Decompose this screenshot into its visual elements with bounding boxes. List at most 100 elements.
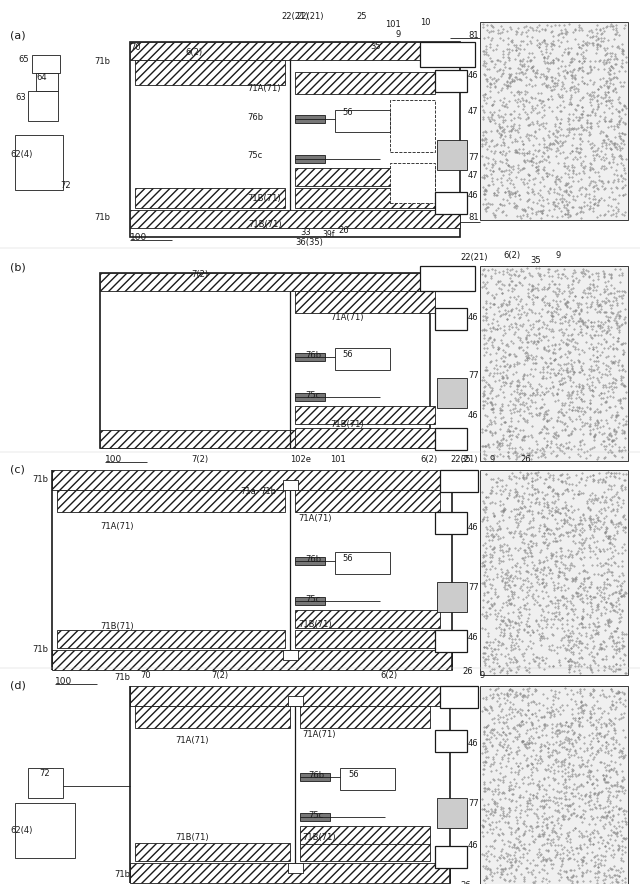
Text: 22(21): 22(21) <box>281 12 308 21</box>
Text: 65: 65 <box>18 55 29 64</box>
Bar <box>28 91 58 121</box>
Bar <box>15 135 63 190</box>
Text: 62(4): 62(4) <box>10 827 33 835</box>
Bar <box>420 266 475 291</box>
Text: 71b: 71b <box>114 673 130 682</box>
Text: 6(2): 6(2) <box>420 455 437 464</box>
Bar <box>28 768 63 798</box>
Text: 10: 10 <box>420 18 431 27</box>
Text: 70: 70 <box>140 671 150 680</box>
Text: 71b: 71b <box>260 487 276 496</box>
Text: 9: 9 <box>490 455 495 464</box>
Bar <box>57 490 285 512</box>
Text: 39f: 39f <box>322 230 335 239</box>
Bar <box>480 470 628 675</box>
Bar <box>295 168 435 186</box>
Text: 56: 56 <box>342 554 353 563</box>
Text: 46: 46 <box>468 842 479 850</box>
Bar <box>57 630 285 648</box>
Bar <box>437 378 467 408</box>
Bar <box>390 100 435 152</box>
Bar <box>435 192 467 214</box>
Text: 33: 33 <box>300 228 311 237</box>
Bar <box>295 630 440 648</box>
Bar <box>335 110 390 132</box>
Text: 56: 56 <box>348 770 358 779</box>
Bar <box>135 60 285 85</box>
Bar <box>295 610 440 628</box>
Text: 75c: 75c <box>305 391 320 400</box>
Bar <box>295 115 325 123</box>
Text: 75c: 75c <box>308 811 323 820</box>
Text: 100: 100 <box>130 233 147 242</box>
Bar <box>130 42 460 60</box>
Bar <box>435 730 467 752</box>
Bar <box>295 353 325 361</box>
Text: 76b: 76b <box>308 771 324 780</box>
Text: 81: 81 <box>468 31 479 40</box>
Text: 6(2): 6(2) <box>380 671 397 680</box>
Bar <box>435 428 467 450</box>
Text: (d): (d) <box>10 680 26 690</box>
Bar <box>36 73 58 91</box>
Bar <box>480 686 628 884</box>
Text: 35: 35 <box>530 256 541 265</box>
Text: 6(2): 6(2) <box>185 48 202 57</box>
Text: 64: 64 <box>36 73 47 82</box>
Bar <box>295 597 325 605</box>
Text: 7(2): 7(2) <box>191 270 209 279</box>
Bar <box>295 557 325 565</box>
Bar <box>437 140 467 170</box>
Bar <box>480 266 628 461</box>
Text: 71b: 71b <box>94 214 110 223</box>
Text: 22(21): 22(21) <box>296 12 324 21</box>
Bar <box>295 428 435 448</box>
Bar <box>295 72 435 94</box>
Text: 75c: 75c <box>247 150 262 159</box>
Bar <box>295 188 435 208</box>
Bar <box>300 773 330 781</box>
Text: 71B(71): 71B(71) <box>100 622 134 631</box>
Text: 46: 46 <box>468 190 479 200</box>
Text: 6(2): 6(2) <box>503 251 520 260</box>
Text: 71b: 71b <box>114 870 130 879</box>
Bar <box>300 843 430 861</box>
Text: 100: 100 <box>55 677 72 686</box>
Text: 76b: 76b <box>247 113 263 123</box>
Text: (b): (b) <box>10 263 26 273</box>
Text: 36(35): 36(35) <box>295 238 323 247</box>
Text: 46: 46 <box>468 411 479 421</box>
Bar <box>295 393 325 401</box>
Bar <box>15 803 75 858</box>
Bar <box>283 650 298 660</box>
Bar <box>135 706 290 728</box>
Text: 101: 101 <box>385 20 401 29</box>
Text: 71A(71): 71A(71) <box>175 736 209 745</box>
Text: 101: 101 <box>330 455 346 464</box>
Text: 76b: 76b <box>305 351 321 360</box>
Text: 26: 26 <box>338 226 349 235</box>
Text: 71B(71): 71B(71) <box>298 620 332 629</box>
Text: 77: 77 <box>468 154 479 163</box>
Text: 100: 100 <box>105 455 122 464</box>
Text: 46: 46 <box>468 632 479 642</box>
Text: 22(21): 22(21) <box>460 253 488 262</box>
Text: 71b: 71b <box>32 476 48 484</box>
Text: 26: 26 <box>462 667 472 676</box>
Text: 71B(71): 71B(71) <box>330 420 364 429</box>
Bar <box>130 686 450 706</box>
Text: 9: 9 <box>395 30 400 39</box>
Text: (a): (a) <box>10 30 26 40</box>
Text: 71b: 71b <box>32 645 48 654</box>
Bar <box>130 210 460 228</box>
Bar <box>435 846 467 868</box>
Text: 71a: 71a <box>240 487 256 496</box>
Bar <box>440 470 478 492</box>
Text: 71A(71): 71A(71) <box>100 522 134 531</box>
Bar <box>52 470 452 490</box>
Text: 71b: 71b <box>94 57 110 66</box>
Text: 71B(71): 71B(71) <box>247 194 280 202</box>
Text: 77: 77 <box>468 371 479 380</box>
Text: 47: 47 <box>468 108 479 117</box>
Bar <box>300 826 430 844</box>
